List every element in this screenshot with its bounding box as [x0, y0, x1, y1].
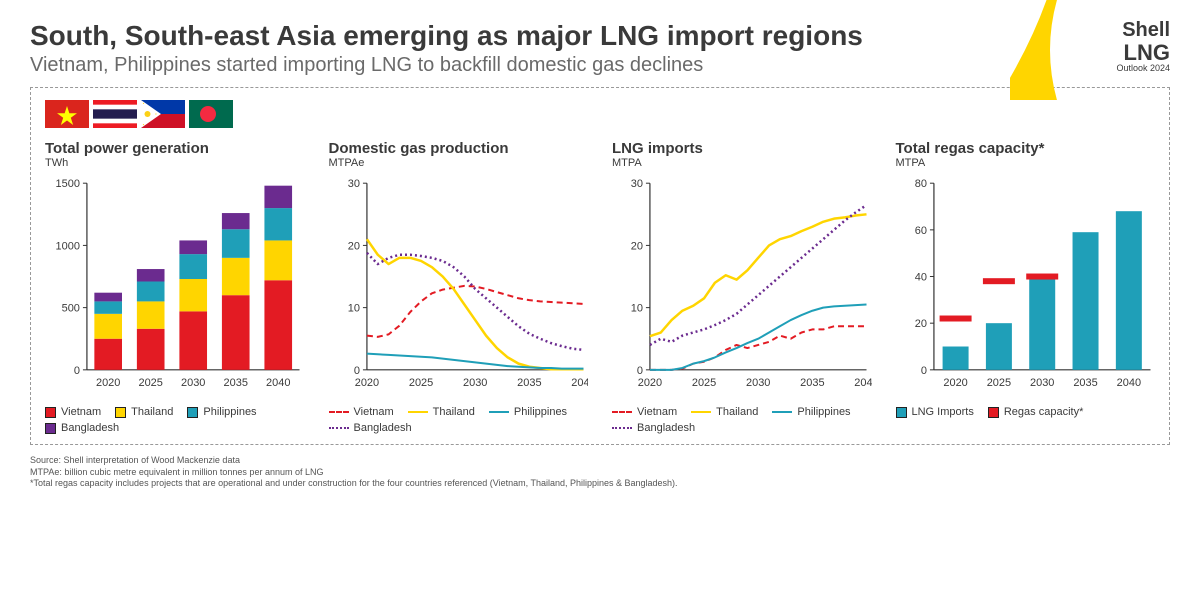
chart-lng-imports: LNG imports MTPA 01020302020202520302035… — [612, 140, 872, 434]
svg-text:0: 0 — [920, 365, 926, 377]
chart-canvas: 010203020202025203020352040 — [329, 175, 589, 395]
chart-legend: Vietnam Thailand Philippines Bangladesh — [45, 406, 305, 434]
legend-item: Philippines — [772, 406, 850, 418]
svg-text:2030: 2030 — [181, 377, 205, 389]
flag-row — [45, 100, 1155, 128]
header: South, South-east Asia emerging as major… — [30, 20, 1170, 77]
brand-lng: LNG — [1116, 41, 1170, 64]
svg-text:500: 500 — [62, 303, 80, 315]
flag-thailand — [93, 100, 137, 128]
svg-text:2025: 2025 — [986, 377, 1010, 389]
svg-text:40: 40 — [914, 272, 926, 284]
svg-text:0: 0 — [353, 365, 359, 377]
legend-item: Regas capacity* — [988, 406, 1084, 418]
legend-item: Philippines — [187, 406, 256, 418]
chart-canvas: 02040608020202025203020352040 — [896, 175, 1156, 395]
svg-text:2030: 2030 — [746, 377, 770, 389]
legend-item: Bangladesh — [329, 422, 412, 434]
legend-item: Bangladesh — [45, 422, 119, 434]
svg-text:2040: 2040 — [266, 377, 290, 389]
svg-text:2020: 2020 — [638, 377, 662, 389]
svg-text:2020: 2020 — [943, 377, 967, 389]
svg-text:2040: 2040 — [854, 377, 871, 389]
legend-item: Philippines — [489, 406, 567, 418]
chart-power-generation: Total power generation TWh 0 500 1000 1500 2… — [45, 140, 305, 434]
svg-text:2020: 2020 — [354, 377, 378, 389]
chart-unit: TWh — [45, 157, 305, 169]
svg-text:0: 0 — [74, 365, 80, 377]
svg-text:2025: 2025 — [408, 377, 432, 389]
flag-vietnam — [45, 100, 89, 128]
svg-text:1000: 1000 — [56, 240, 80, 252]
svg-text:30: 30 — [631, 178, 643, 190]
chart-legend: LNG Imports Regas capacity* — [896, 406, 1156, 418]
legend-item: Vietnam — [612, 406, 677, 418]
flag-bangladesh — [189, 100, 233, 128]
svg-text:30: 30 — [347, 178, 359, 190]
legend-item: Bangladesh — [612, 422, 695, 434]
svg-text:2035: 2035 — [800, 377, 824, 389]
svg-text:2035: 2035 — [517, 377, 541, 389]
content-box: Total power generation TWh 0500100015002… — [30, 87, 1170, 445]
chart-canvas: 0 500 1000 1500 2020 2025 2030 2035 2040 — [45, 175, 305, 395]
chart-unit: MTPA — [896, 157, 1156, 169]
svg-text:1500: 1500 — [56, 178, 80, 190]
chart-domestic-gas: Domestic gas production MTPAe 0102030202… — [329, 140, 589, 434]
svg-text:20: 20 — [914, 318, 926, 330]
svg-text:2020: 2020 — [96, 377, 120, 389]
chart-title: LNG imports — [612, 140, 872, 157]
chart-title: Total power generation — [45, 140, 305, 157]
legend-item: Vietnam — [45, 406, 101, 418]
legend-item: Thailand — [115, 406, 173, 418]
chart-canvas: 010203020202025203020352040 — [612, 175, 872, 395]
chart-title: Total regas capacity* — [896, 140, 1156, 157]
svg-text:20: 20 — [631, 240, 643, 252]
source-line: MTPAe: billion cubic metre equivalent in… — [30, 467, 1170, 479]
chart-unit: MTPAe — [329, 157, 589, 169]
svg-text:0: 0 — [637, 365, 643, 377]
svg-text:2035: 2035 — [224, 377, 248, 389]
chart-unit: MTPA — [612, 157, 872, 169]
brand-outlook: Outlook 2024 — [1116, 64, 1170, 73]
page-subtitle: Vietnam, Philippines started importing L… — [30, 54, 1116, 77]
chart-legend: Vietnam Thailand Philippines Bangladesh — [612, 406, 872, 434]
page-title: South, South-east Asia emerging as major… — [30, 20, 1116, 52]
source-notes: Source: Shell interpretation of Wood Mac… — [30, 455, 1170, 490]
svg-text:10: 10 — [347, 303, 359, 315]
flag-philippines — [141, 100, 185, 128]
svg-text:80: 80 — [914, 178, 926, 190]
chart-legend: Vietnam Thailand Philippines Bangladesh — [329, 406, 589, 434]
svg-text:2040: 2040 — [571, 377, 588, 389]
source-line: Source: Shell interpretation of Wood Mac… — [30, 455, 1170, 467]
brand-swoosh — [1010, 0, 1120, 100]
svg-text:10: 10 — [631, 303, 643, 315]
svg-text:2035: 2035 — [1073, 377, 1097, 389]
brand-block: Shell LNG Outlook 2024 — [1116, 20, 1170, 74]
legend-item: Thailand — [691, 406, 758, 418]
legend-item: Vietnam — [329, 406, 394, 418]
svg-text:2040: 2040 — [1116, 377, 1140, 389]
brand-shell: Shell — [1116, 20, 1170, 41]
svg-text:2030: 2030 — [463, 377, 487, 389]
source-line: *Total regas capacity includes projects … — [30, 478, 1170, 490]
svg-text:60: 60 — [914, 225, 926, 237]
legend-item: Thailand — [408, 406, 475, 418]
svg-text:2025: 2025 — [138, 377, 162, 389]
svg-text:2030: 2030 — [1030, 377, 1054, 389]
legend-item: LNG Imports — [896, 406, 974, 418]
chart-regas-capacity: Total regas capacity* MTPA 0204060802020… — [896, 140, 1156, 418]
chart-title: Domestic gas production — [329, 140, 589, 157]
svg-text:2025: 2025 — [692, 377, 716, 389]
svg-text:20: 20 — [347, 240, 359, 252]
